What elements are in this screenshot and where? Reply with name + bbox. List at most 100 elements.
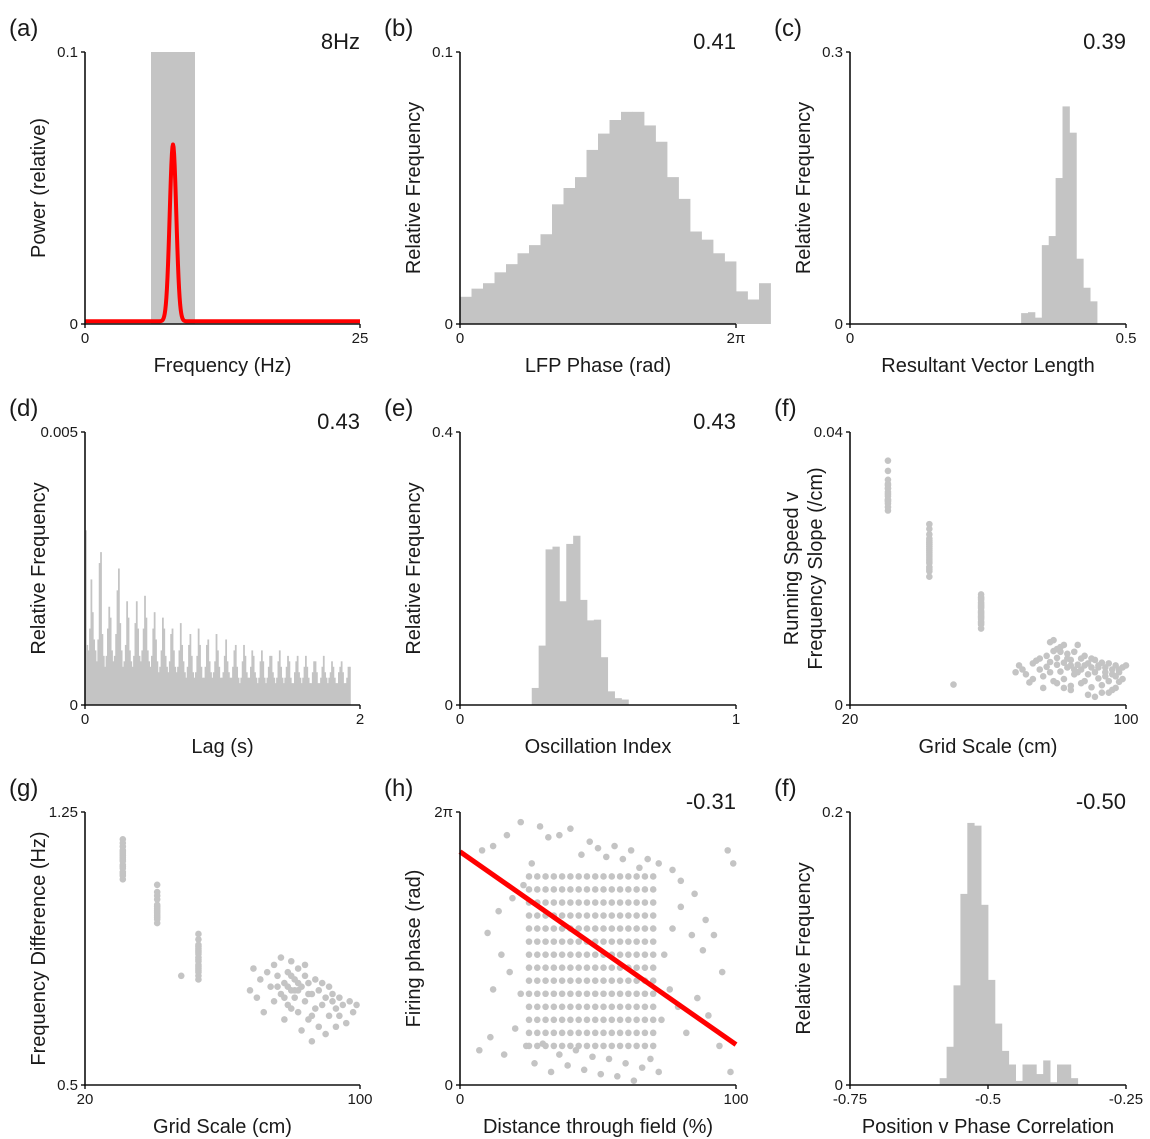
data-point [558,990,566,998]
data-point [294,965,302,972]
panel-4: 0 0.005 0 2 Lag (s) Relative Frequency (d) 0.43 [9,395,364,758]
y-tick-label: 2π [434,804,453,821]
panel-9: 0 0.2 -0.75 -0.5 -0.25 Position v Phase Corre… [774,775,1143,1138]
point-group [119,836,360,1045]
bar [263,677,266,705]
y-axis-label: Firing phase (rad) [403,870,425,1028]
data-point [353,1001,360,1009]
data-point [583,1003,591,1011]
data-point [1102,673,1109,680]
bar [272,672,274,705]
data-point [308,1012,316,1020]
panel-1: 0 0.1 0 25 Frequency (Hz) Power (relative) (a)… [9,15,368,377]
bar [483,283,495,324]
data-point [550,977,558,985]
bar [316,672,318,705]
bar [291,683,294,705]
data-point [633,886,640,893]
data-point [1105,689,1113,697]
data-point [977,619,985,627]
bar [210,672,212,705]
bar-group [531,535,629,705]
panel-stat: 0.43 [317,409,360,434]
data-point [591,886,599,893]
data-point [1091,668,1099,676]
data-point [342,1019,350,1027]
bar [953,985,961,1085]
data-point [884,496,892,503]
bar [192,672,195,705]
bar [133,655,135,705]
data-point [591,925,599,932]
data-point [649,873,657,880]
y-tick-label: 1.25 [49,804,78,821]
data-point [1105,677,1113,685]
x-tick-label: 0 [81,330,89,347]
data-point [600,990,607,998]
bar [207,639,210,705]
data-point [153,919,161,927]
data-point [1060,684,1068,692]
bar [98,563,101,705]
data-point [478,847,486,854]
panel-stat: -0.31 [686,789,736,814]
bar [1034,317,1043,324]
bar [93,639,96,705]
data-point [589,1053,596,1061]
bar [460,296,472,324]
bar [118,568,120,705]
data-point [591,951,599,958]
x-tick-label: -0.75 [833,1091,867,1108]
x-tick-label: 20 [842,711,859,728]
bar [86,644,89,705]
bar [195,672,197,705]
bar [218,666,221,705]
y-axis-label-line: Frequency Slope (/cm) [805,467,827,669]
data-point [575,951,582,958]
x-tick-label: 100 [723,1091,748,1108]
bar [243,644,245,705]
data-point [1046,658,1054,666]
data-point [583,912,591,919]
data-point [1077,679,1085,687]
y-tick-label: 0.5 [57,1077,78,1094]
bar [160,650,163,705]
bar [255,677,258,705]
data-point [517,818,525,826]
bar [307,677,310,705]
data-point [641,1029,649,1037]
data-point [591,873,599,880]
data-point [533,1029,541,1037]
data-point [1095,675,1102,682]
bar [325,677,328,705]
data-point [575,925,582,932]
bar [265,683,267,705]
data-point [550,899,558,906]
bar [96,661,98,705]
bar [251,650,254,705]
bar [552,546,560,705]
y-tick-label: 0.1 [432,44,453,61]
x-tick-label: 0 [456,1091,464,1108]
y-tick-label: 0 [835,1077,843,1094]
bar [1057,1064,1065,1085]
bar [189,634,192,705]
x-axis-label: Grid Scale (cm) [919,736,1058,758]
data-point [616,886,624,893]
data-point [884,485,892,492]
bar [347,666,350,705]
bar [174,666,177,705]
data-point [575,1016,582,1024]
x-axis-label: LFP Phase (rad) [525,355,671,377]
data-point [575,990,582,998]
bar [137,628,140,705]
data-point [600,1003,607,1011]
data-point [605,1055,613,1063]
data-point [525,964,533,971]
data-point [329,997,336,1005]
bar [258,677,261,705]
data-point [649,964,657,971]
data-point [688,931,696,939]
bar [87,650,90,705]
data-point [536,823,544,830]
